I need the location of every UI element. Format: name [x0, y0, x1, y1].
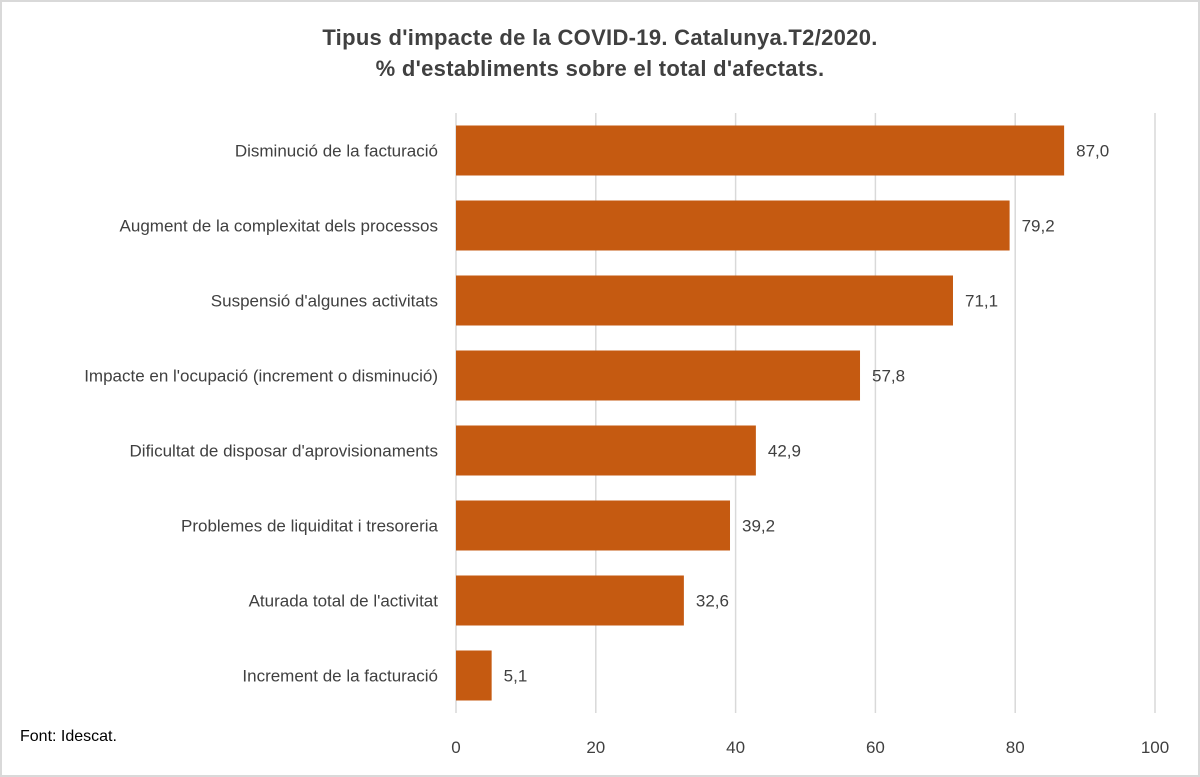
data-label: 79,2	[1022, 217, 1055, 236]
bar	[456, 125, 1065, 176]
bar	[456, 500, 731, 551]
category-label: Dificultat de disposar d'aprovisionament…	[130, 442, 438, 461]
source-note: Font: Idescat.	[20, 728, 117, 745]
bar	[456, 350, 861, 401]
bar	[456, 425, 756, 476]
data-label: 71,1	[965, 292, 998, 311]
data-label: 87,0	[1076, 142, 1109, 161]
chart-title: Tipus d'impacte de la COVID-19. Cataluny…	[0, 22, 1200, 84]
category-label: Impacte en l'ocupació (increment o dismi…	[84, 367, 438, 386]
chart-title-line-1: Tipus d'impacte de la COVID-19. Cataluny…	[322, 25, 878, 50]
data-label: 32,6	[696, 592, 729, 611]
x-tick-label: 0	[451, 738, 460, 757]
x-tick-label: 20	[586, 738, 605, 757]
category-label: Augment de la complexitat dels processos	[120, 217, 438, 236]
category-label: Disminució de la facturació	[235, 142, 438, 161]
bar	[456, 200, 1010, 251]
bar	[456, 575, 684, 626]
x-tick-label: 40	[726, 738, 745, 757]
category-label: Increment de la facturació	[242, 667, 438, 686]
x-tick-label: 100	[1141, 738, 1169, 757]
bar	[456, 650, 492, 701]
data-label: 39,2	[742, 517, 775, 536]
data-label: 5,1	[504, 667, 528, 686]
category-label: Aturada total de l'activitat	[249, 592, 439, 611]
bar	[456, 275, 953, 326]
category-label: Suspensió d'algunes activitats	[211, 292, 438, 311]
category-label: Problemes de liquiditat i tresoreria	[181, 517, 439, 536]
chart-title-line-2: % d'establiments sobre el total d'afecta…	[375, 56, 825, 81]
data-label: 42,9	[768, 442, 801, 461]
x-tick-label: 80	[1006, 738, 1025, 757]
data-label: 57,8	[872, 367, 905, 386]
x-tick-label: 60	[866, 738, 885, 757]
